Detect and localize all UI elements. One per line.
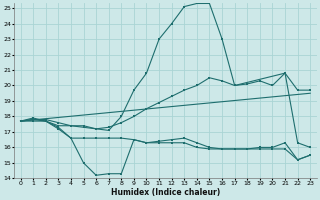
- X-axis label: Humidex (Indice chaleur): Humidex (Indice chaleur): [111, 188, 220, 197]
